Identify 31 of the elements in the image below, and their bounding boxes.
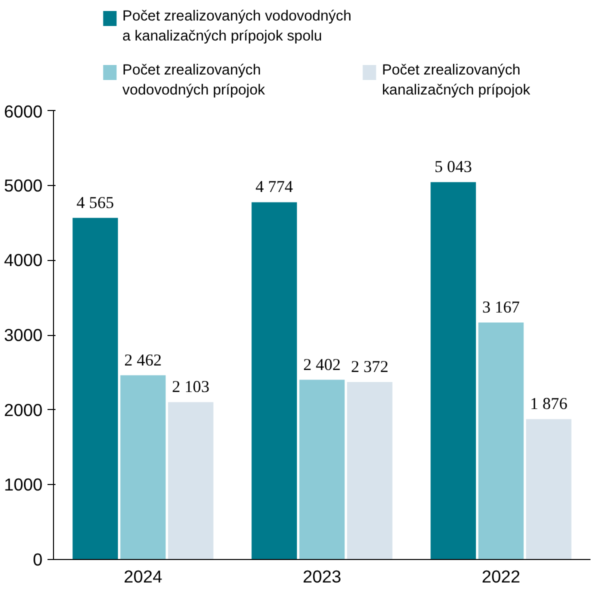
legend-label: Počet zrealizovaných vodovodných prípojok — [122, 62, 266, 98]
data-label: 4 565 — [76, 192, 114, 212]
bar — [72, 218, 118, 560]
y-tick-label: 1000 — [4, 474, 43, 495]
legend-label: Počet zrealizovaných vodovodných a kanalizačných prípojok spolu — [122, 8, 352, 44]
x-tick-label: 2024 — [124, 566, 163, 586]
bar — [526, 419, 572, 560]
bar — [168, 402, 214, 560]
data-label: 3 167 — [482, 298, 520, 317]
y-tick-label: 2000 — [4, 400, 43, 420]
y-tick-label: 0 — [32, 550, 43, 570]
data-label: 2 462 — [124, 350, 162, 370]
data-label: 5 043 — [434, 157, 472, 176]
y-tick-label: 5000 — [4, 175, 43, 196]
y-tick-label: 3000 — [4, 325, 43, 345]
data-label: 4 774 — [256, 177, 294, 196]
legend-label: Počet zrealizovaných kanalizačných prípojok — [382, 62, 531, 98]
bar — [430, 182, 476, 560]
data-label: 2 402 — [303, 354, 341, 374]
data-label: 2 103 — [172, 377, 210, 396]
y-tick-label: 6000 — [4, 102, 43, 122]
x-tick-label: 2022 — [482, 566, 520, 586]
bar — [299, 380, 345, 560]
y-tick-label: 4000 — [4, 250, 43, 270]
data-label: 1 876 — [530, 394, 568, 414]
bar — [252, 202, 297, 560]
x-tick-label: 2023 — [302, 566, 342, 586]
bar — [120, 375, 166, 560]
data-label: 2 372 — [350, 356, 388, 376]
bar — [347, 382, 392, 560]
bar — [478, 322, 524, 560]
